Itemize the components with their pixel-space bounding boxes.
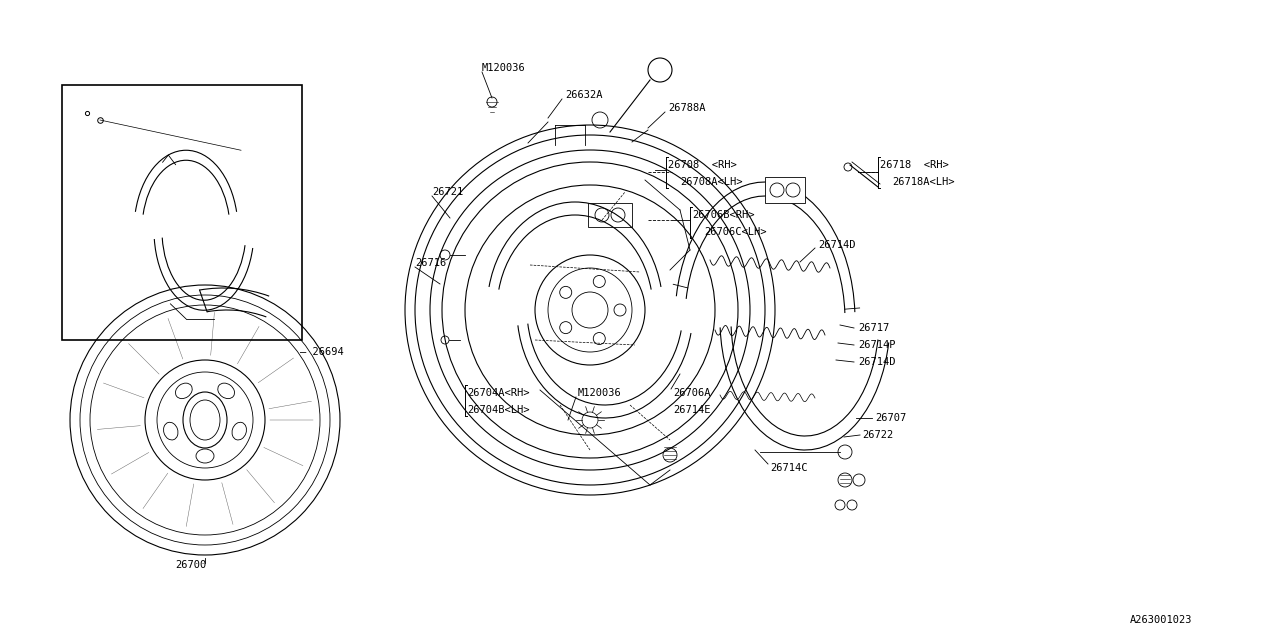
Text: 26706A: 26706A: [673, 388, 710, 398]
Text: 26722: 26722: [861, 430, 893, 440]
Text: A263001023: A263001023: [1130, 615, 1193, 625]
Text: 26700: 26700: [175, 560, 206, 570]
Text: 26714D: 26714D: [818, 240, 855, 250]
Text: 26704B<LH>: 26704B<LH>: [467, 405, 530, 415]
Text: M120036: M120036: [579, 388, 622, 398]
Text: — 26694: — 26694: [300, 347, 344, 357]
Text: 26707: 26707: [876, 413, 906, 423]
Text: 26632A: 26632A: [564, 90, 603, 100]
Text: 26714E: 26714E: [673, 405, 710, 415]
Text: 26704A<RH>: 26704A<RH>: [467, 388, 530, 398]
Text: 26706B<RH>: 26706B<RH>: [692, 210, 754, 220]
Bar: [61, 85, 302, 340]
Text: 26714P: 26714P: [858, 340, 896, 350]
Text: 26714D: 26714D: [858, 357, 896, 367]
Text: 26708A<LH>: 26708A<LH>: [680, 177, 742, 187]
Text: 26716: 26716: [415, 258, 447, 268]
Text: 26717: 26717: [858, 323, 890, 333]
Text: 26718A<LH>: 26718A<LH>: [892, 177, 955, 187]
Text: 26708  <RH>: 26708 <RH>: [668, 160, 737, 170]
Text: M120036: M120036: [483, 63, 526, 73]
Bar: [588, 203, 632, 227]
Bar: [765, 177, 805, 203]
Text: 26706C<LH>: 26706C<LH>: [704, 227, 767, 237]
Text: 26718  <RH>: 26718 <RH>: [881, 160, 948, 170]
Text: 26721: 26721: [433, 187, 463, 197]
Text: 26714C: 26714C: [771, 463, 808, 473]
Text: 26788A: 26788A: [668, 103, 705, 113]
